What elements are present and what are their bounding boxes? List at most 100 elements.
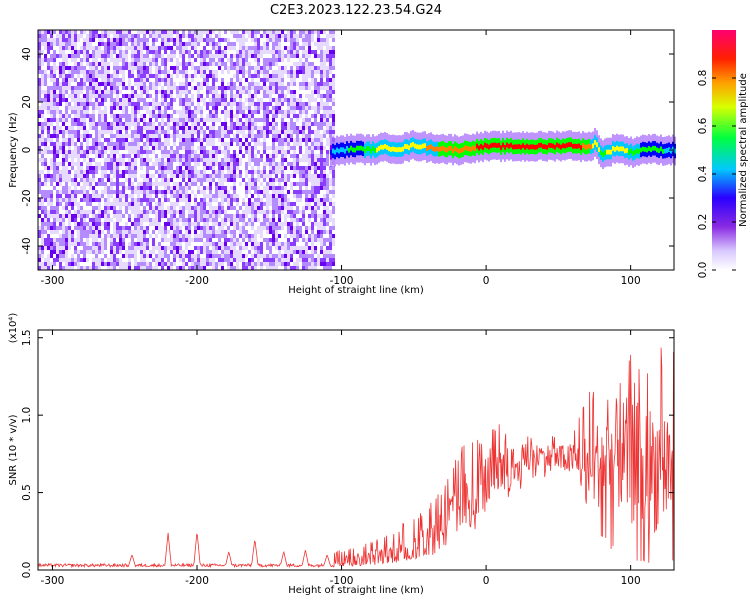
spectrogram-signal-core (548, 142, 550, 148)
spectrogram-noise-cell (110, 166, 113, 170)
spectrogram-noise-cell (152, 250, 155, 254)
spectrogram-noise-cell (92, 46, 95, 50)
spectrogram-noise-cell (191, 86, 194, 90)
spectrogram-noise-cell (287, 246, 290, 250)
spectrogram-noise-cell (263, 146, 266, 150)
spectrogram-noise-cell (329, 170, 332, 174)
spectrogram-noise-cell (197, 158, 200, 162)
spectrogram-noise-cell (239, 54, 242, 58)
spectrogram-noise-cell (116, 70, 119, 74)
spectrogram-noise-cell (248, 70, 251, 74)
spectrogram-signal-core (572, 143, 574, 149)
spectrogram-noise-cell (107, 54, 110, 58)
spectrogram-noise-cell (197, 102, 200, 106)
spectrogram-noise-cell (305, 30, 308, 34)
spectrogram-noise-cell (107, 174, 110, 178)
spectrogram-noise-cell (44, 94, 47, 98)
spectrogram-noise-cell (83, 222, 86, 226)
spectrogram-noise-cell (302, 166, 305, 170)
spectrogram-noise-cell (53, 222, 56, 226)
spectrogram-noise-cell (44, 102, 47, 106)
spectrogram-noise-cell (131, 250, 134, 254)
spectrogram-noise-cell (209, 258, 212, 262)
spectrogram-noise-cell (266, 174, 269, 178)
spectrogram-noise-cell (296, 142, 299, 146)
spectrogram-noise-cell (326, 98, 329, 102)
spectrogram-noise-cell (263, 94, 266, 98)
spectrogram-noise-cell (191, 222, 194, 226)
spectrogram-noise-cell (305, 62, 308, 66)
spectrogram-noise-cell (149, 190, 152, 194)
spectrogram-noise-cell (194, 238, 197, 242)
spectrogram-noise-cell (176, 42, 179, 46)
spectrogram-noise-cell (71, 230, 74, 234)
spectrogram-noise-cell (275, 78, 278, 82)
spectrogram-noise-cell (152, 162, 155, 166)
spectrogram-noise-cell (65, 66, 68, 70)
spectrogram-noise-cell (77, 230, 80, 234)
spectrogram-noise-cell (140, 74, 143, 78)
spectrogram-noise-cell (146, 226, 149, 230)
spectrogram-noise-cell (227, 158, 230, 162)
spectrogram-noise-cell (215, 114, 218, 118)
spectrogram-noise-cell (194, 158, 197, 162)
spectrogram-noise-cell (158, 142, 161, 146)
spectrogram-noise-cell (278, 202, 281, 206)
spectrogram-noise-cell (293, 110, 296, 114)
spectrogram-noise-cell (164, 42, 167, 46)
spectrogram-noise-cell (71, 122, 74, 126)
spectrogram-noise-cell (239, 70, 242, 74)
spectrogram-noise-cell (257, 158, 260, 162)
spectrogram-noise-cell (230, 30, 233, 34)
spectrogram-signal-core (402, 146, 404, 152)
spectrogram-noise-cell (71, 58, 74, 62)
spectrogram-noise-cell (119, 118, 122, 122)
spectrogram-noise-cell (119, 214, 122, 218)
spectrogram-noise-cell (44, 30, 47, 34)
spectrogram-noise-cell (41, 206, 44, 210)
spectrogram-noise-cell (224, 146, 227, 150)
spectrogram-noise-cell (188, 222, 191, 226)
spectrogram-noise-cell (131, 210, 134, 214)
spectrogram-noise-cell (287, 258, 290, 262)
spectrogram-noise-cell (263, 34, 266, 38)
spectrogram-noise-cell (266, 198, 269, 202)
spectrogram-noise-cell (83, 78, 86, 82)
spectrogram-noise-cell (134, 198, 137, 202)
spectrogram-noise-cell (332, 82, 335, 86)
spectrogram-noise-cell (104, 254, 107, 258)
spectrogram-noise-cell (269, 174, 272, 178)
spectrogram-noise-cell (197, 210, 200, 214)
spectrogram-noise-cell (44, 218, 47, 222)
spectrogram-noise-cell (317, 166, 320, 170)
spectrogram-noise-cell (209, 226, 212, 230)
spectrogram-noise-cell (242, 154, 245, 158)
spectrogram-noise-cell (290, 106, 293, 110)
spectrogram-noise-cell (119, 162, 122, 166)
spectrogram-noise-cell (77, 214, 80, 218)
spectrogram-noise-cell (122, 154, 125, 158)
spectrogram-noise-cell (95, 46, 98, 50)
spectrogram-noise-cell (203, 218, 206, 222)
spectrogram-noise-cell (113, 198, 116, 202)
spectrogram-noise-cell (107, 178, 110, 182)
spectrogram-noise-cell (233, 170, 236, 174)
spectrogram-noise-cell (140, 218, 143, 222)
spectrogram-noise-cell (116, 142, 119, 146)
spectrogram-noise-cell (257, 166, 260, 170)
spectrogram-noise-cell (98, 114, 101, 118)
spectrogram-noise-cell (86, 54, 89, 58)
spectrogram-noise-cell (206, 194, 209, 198)
spectrogram-noise-cell (167, 94, 170, 98)
spectrogram-noise-cell (53, 74, 56, 78)
spectrogram-noise-cell (125, 162, 128, 166)
spectrogram-noise-cell (149, 262, 152, 266)
spectrogram-noise-cell (221, 78, 224, 82)
spectrogram-noise-cell (293, 46, 296, 50)
spectrogram-noise-cell (278, 166, 281, 170)
spectrogram-noise-cell (314, 222, 317, 226)
spectrogram-noise-cell (137, 78, 140, 82)
spectrogram-noise-cell (77, 234, 80, 238)
spectrogram-noise-cell (209, 62, 212, 66)
spectrogram-noise-cell (260, 206, 263, 210)
